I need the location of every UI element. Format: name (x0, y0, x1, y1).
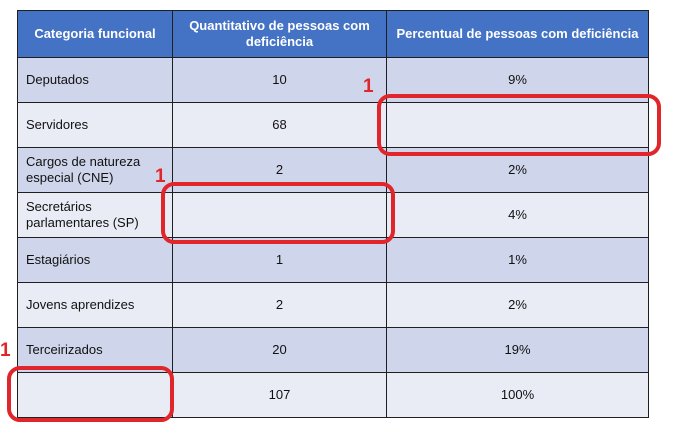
table-row: Servidores 68 (17, 102, 649, 148)
cell-quantity-empty (172, 192, 387, 238)
table-header-row: Categoria funcional Quantitativo de pess… (17, 10, 649, 58)
cell-quantity-total: 107 (172, 372, 387, 418)
cell-percent: 19% (386, 327, 649, 373)
cell-category: Terceirizados (17, 327, 173, 373)
highlight-box-servidores-percent (377, 94, 661, 156)
cell-percent: 4% (386, 192, 649, 238)
cell-category: Servidores (17, 102, 173, 148)
cell-quantity: 68 (172, 102, 387, 148)
cell-percent-empty (386, 102, 649, 148)
table-row: Estagiários 1 1% (17, 237, 649, 283)
header-quantity: Quantitativo de pessoas com deficiência (172, 10, 387, 58)
cell-percent: 1% (386, 237, 649, 283)
cell-category-empty (17, 372, 173, 418)
table-row-total: 107 100% (17, 372, 649, 418)
highlight-box-sp-quantity (161, 182, 395, 244)
cell-percent-total: 100% (386, 372, 649, 418)
cell-category: Cargos de natureza especial (CNE) (17, 147, 173, 193)
table-row: Jovens aprendizes 2 2% (17, 282, 649, 328)
cell-quantity: 1 (172, 237, 387, 283)
header-percent: Percentual de pessoas com deficiência (386, 10, 649, 58)
cell-quantity: 10 (172, 57, 387, 103)
marker-number-1: 1 (0, 340, 11, 361)
cell-category: Deputados (17, 57, 173, 103)
marker-number-1: 1 (363, 76, 374, 97)
table-row: Terceirizados 20 19% (17, 327, 649, 373)
cell-category: Jovens aprendizes (17, 282, 173, 328)
cell-percent: 2% (386, 282, 649, 328)
table-row: Secretários parlamentares (SP) 4% (17, 192, 649, 238)
cell-quantity: 2 (172, 282, 387, 328)
pcd-table: Categoria funcional Quantitativo de pess… (17, 10, 649, 418)
cell-category: Secretários parlamentares (SP) (17, 192, 173, 238)
cell-quantity: 20 (172, 327, 387, 373)
cell-category: Estagiários (17, 237, 173, 283)
header-category: Categoria funcional (17, 10, 173, 58)
highlight-box-total-category (7, 366, 174, 422)
marker-number-1: 1 (155, 166, 166, 187)
